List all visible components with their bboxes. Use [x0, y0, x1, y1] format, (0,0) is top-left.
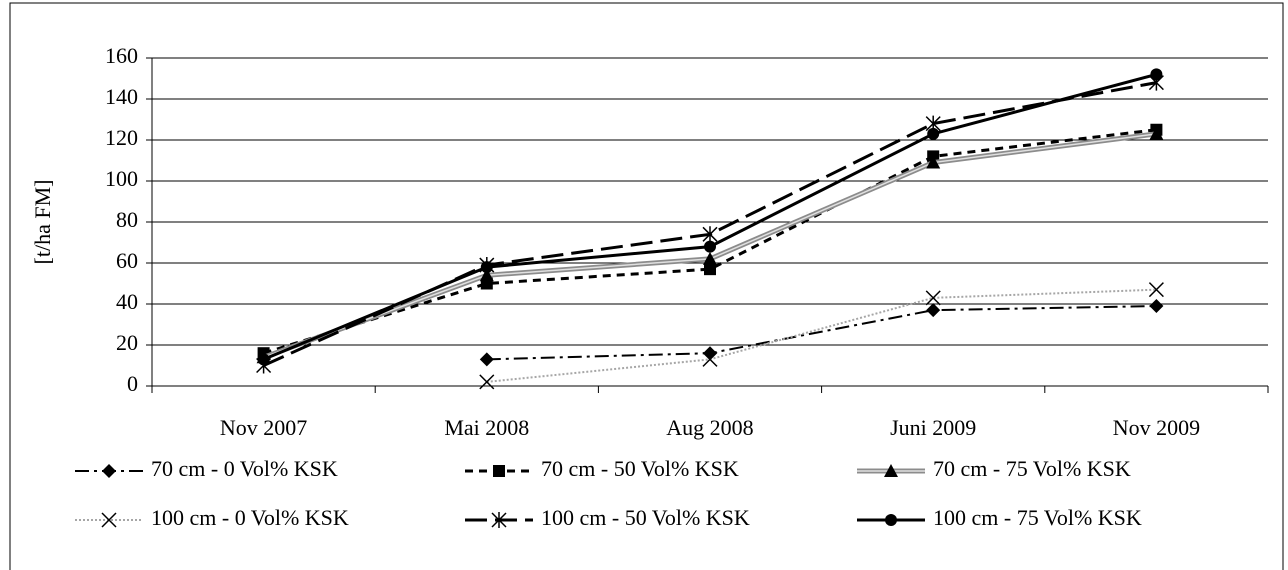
marker [884, 464, 898, 477]
marker [479, 374, 495, 390]
y-tick-label: 160 [105, 43, 138, 68]
marker [257, 353, 270, 366]
y-tick-label: 80 [116, 207, 138, 232]
legend-item: 70 cm - 0 Vol% KSK [75, 456, 338, 481]
y-tick-label: 0 [127, 371, 138, 396]
y-tick-label: 140 [105, 84, 138, 109]
marker [480, 261, 493, 274]
marker [479, 268, 494, 282]
marker [493, 465, 505, 477]
x-tick-label: Aug 2008 [666, 415, 753, 440]
marker [1148, 282, 1164, 298]
series-line [486, 305, 1157, 361]
legend-item: 70 cm - 75 Vol% KSK [857, 456, 1131, 481]
legend-label: 70 cm - 75 Vol% KSK [933, 456, 1131, 481]
legend-label: 100 cm - 50 Vol% KSK [541, 505, 750, 530]
marker [885, 514, 897, 526]
legend-label: 100 cm - 75 Vol% KSK [933, 505, 1142, 530]
series-line [263, 128, 1157, 355]
series-line [263, 72, 1157, 361]
y-axis-label: [t/ha FM] [30, 180, 55, 265]
series-line [486, 288, 1157, 383]
y-tick-label: 40 [116, 289, 138, 314]
x-tick-label: Mai 2008 [444, 415, 529, 440]
legend-label: 100 cm - 0 Vol% KSK [151, 505, 349, 530]
series-line [262, 81, 1157, 367]
marker [703, 251, 717, 265]
y-tick-label: 120 [105, 125, 138, 150]
x-tick-label: Juni 2009 [890, 415, 976, 440]
legend-item: 70 cm - 50 Vol% KSK [465, 456, 739, 481]
marker [491, 512, 507, 528]
marker [101, 512, 117, 528]
y-tick-label: 100 [105, 166, 138, 191]
marker [927, 127, 940, 140]
legend-label: 70 cm - 0 Vol% KSK [151, 456, 338, 481]
marker [1149, 299, 1164, 314]
x-tick-label: Nov 2007 [220, 415, 307, 440]
marker [704, 263, 716, 276]
marker [1150, 68, 1163, 81]
x-tick-label: Nov 2009 [1113, 415, 1200, 440]
marker [926, 303, 941, 318]
marker [1149, 126, 1164, 140]
y-tick-label: 20 [116, 330, 138, 355]
marker [925, 290, 941, 306]
legend-item: 100 cm - 75 Vol% KSK [857, 505, 1142, 530]
chart-frame [9, 2, 1284, 570]
marker [102, 464, 116, 478]
marker [702, 226, 718, 243]
legend-label: 70 cm - 50 Vol% KSK [541, 456, 739, 481]
legend-item: 100 cm - 50 Vol% KSK [465, 505, 750, 530]
y-tick-label: 60 [116, 248, 138, 273]
legend-item: 100 cm - 0 Vol% KSK [75, 505, 349, 530]
marker [926, 155, 941, 169]
marker [479, 352, 494, 367]
marker [704, 240, 716, 253]
marker [702, 351, 718, 367]
